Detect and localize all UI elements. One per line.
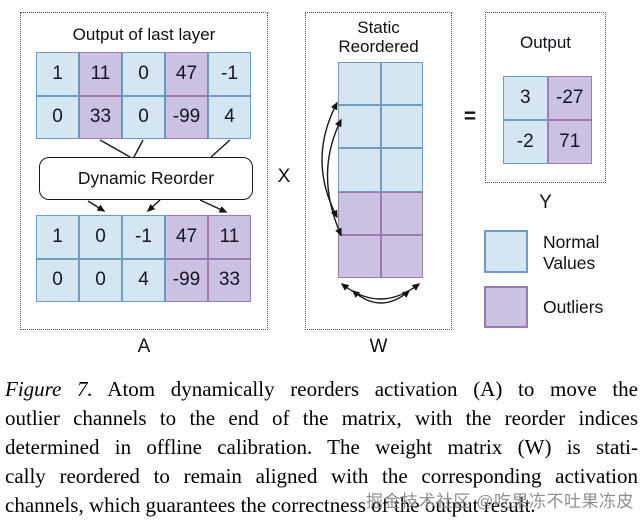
caption-line-5: channels, which guarantees the correctne… — [5, 493, 536, 517]
legend-outlier-swatch — [484, 286, 528, 328]
matrix-cell: -27 — [547, 76, 592, 120]
matrix-cell: 1 — [36, 215, 79, 259]
matrix-cell — [380, 62, 423, 106]
weight-label-W: W — [369, 336, 388, 357]
caption-line-1: Figure 7. Atom dynamically reorders acti… — [5, 375, 638, 404]
caption-figure-label: Figure 7. — [5, 377, 93, 401]
figure-caption: Figure 7. Atom dynamically reorders acti… — [5, 375, 638, 520]
matrix-cell: 11 — [79, 52, 122, 96]
output-label-Y: Y — [539, 192, 552, 213]
weight-title-line1: Static — [357, 18, 400, 37]
activation-label-A: A — [137, 336, 151, 357]
matrix-cell: -99 — [165, 258, 208, 302]
matrix-cell: 71 — [547, 120, 592, 164]
matrix-cell — [380, 148, 423, 192]
matrix-cell: 3 — [503, 76, 548, 120]
caption-line-2: outlier channels to the end of the matri… — [5, 406, 638, 430]
matrix-cell: -99 — [165, 95, 208, 139]
matrix-cell: 4 — [122, 258, 165, 302]
activation-panel-box — [20, 12, 268, 330]
activation-panel-title: Output of last layer — [72, 25, 216, 44]
activation-matrix-after: 1 0 -1 47 11 0 0 4 -99 33 — [36, 215, 251, 302]
legend-outlier-label: Outliers — [543, 297, 604, 317]
matrix-cell — [380, 234, 423, 278]
matrix-cell: 11 — [208, 215, 251, 259]
dynamic-reorder-box: Dynamic Reorder — [39, 157, 253, 200]
matrix-cell — [338, 191, 381, 235]
matrix-cell: 0 — [36, 258, 79, 302]
multiply-symbol: X — [277, 166, 291, 187]
matrix-cell: 0 — [122, 95, 165, 139]
matrix-cell: 33 — [79, 95, 122, 139]
matrix-cell: 33 — [208, 258, 251, 302]
matrix-cell: -1 — [122, 215, 165, 259]
matrix-cell — [338, 105, 381, 149]
matrix-cell: 0 — [122, 52, 165, 96]
matrix-cell — [380, 105, 423, 149]
output-matrix: 3 -27 -2 71 — [503, 76, 592, 164]
matrix-cell: 0 — [36, 95, 79, 139]
caption-line-1-text: Atom dynamically reorders activation (A)… — [92, 377, 638, 401]
matrix-cell: -2 — [503, 120, 548, 164]
legend-normal-label: Normal Values — [543, 232, 600, 273]
matrix-cell: 47 — [165, 52, 208, 96]
matrix-cell — [338, 234, 381, 278]
watermark-text: 掘金技术社区 @吃果冻不吐果冻皮 — [366, 492, 634, 511]
matrix-cell: 4 — [208, 95, 251, 139]
matrix-cell: -1 — [208, 52, 251, 96]
output-panel-title: Output — [519, 33, 572, 52]
legend-normal-swatch — [484, 230, 528, 273]
matrix-cell — [338, 62, 381, 106]
matrix-cell: 47 — [165, 215, 208, 259]
caption-line-3: determined in offline calibration. The w… — [5, 435, 638, 459]
weight-panel-title: Static Reordered — [305, 18, 452, 56]
output-panel-box — [485, 12, 606, 183]
matrix-cell — [338, 148, 381, 192]
equals-symbol: = — [463, 105, 477, 128]
caption-line-4: cally reordered to remain aligned with t… — [5, 464, 638, 488]
activation-matrix-before: 1 11 0 47 -1 0 33 0 -99 4 — [36, 52, 251, 139]
matrix-cell — [380, 191, 423, 235]
matrix-cell: 0 — [79, 215, 122, 259]
weight-matrix — [338, 62, 423, 278]
dynamic-reorder-label: Dynamic Reorder — [77, 168, 215, 188]
matrix-cell: 0 — [79, 258, 122, 302]
weight-title-line2: Reordered — [338, 37, 419, 56]
weight-panel-box — [305, 12, 452, 330]
matrix-cell: 1 — [36, 52, 79, 96]
